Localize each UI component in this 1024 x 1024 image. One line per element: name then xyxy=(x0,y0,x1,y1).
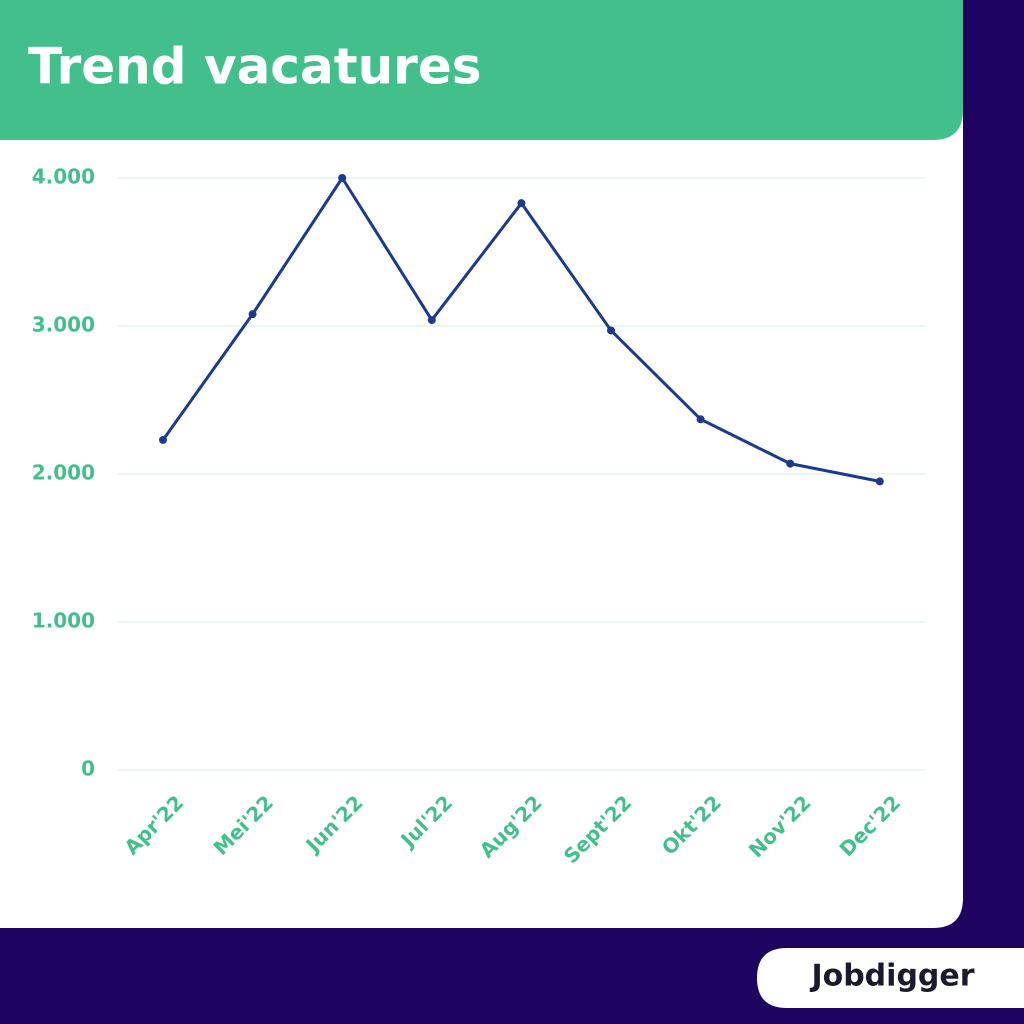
card xyxy=(0,0,963,928)
y-tick-label: 2.000 xyxy=(32,461,95,485)
point xyxy=(875,477,884,486)
y-tick-label: 1.000 xyxy=(32,609,95,633)
point xyxy=(159,435,167,444)
y-tick-label: 4.000 xyxy=(32,165,95,189)
brand-badge xyxy=(757,948,1024,1008)
brand-logo: Jobdigger xyxy=(809,959,974,994)
point xyxy=(427,316,436,325)
point xyxy=(248,310,257,319)
point xyxy=(696,415,705,424)
point xyxy=(338,174,347,182)
point xyxy=(786,459,795,468)
point xyxy=(607,326,615,335)
chart-title: Trend vacatures xyxy=(28,38,482,96)
point xyxy=(517,199,526,208)
y-tick-label: 3.000 xyxy=(32,313,95,337)
y-tick-label: 0 xyxy=(81,757,95,781)
header xyxy=(0,0,963,140)
